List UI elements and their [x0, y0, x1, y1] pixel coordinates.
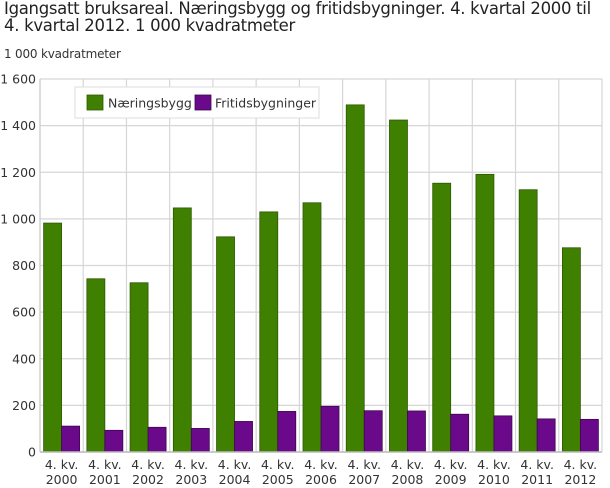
y-axis-unit-label: 1 000 kvadratmeter: [4, 47, 121, 61]
y-tick-label: 600: [12, 305, 36, 320]
x-tick-label-line-2: 2001: [89, 472, 121, 487]
chart-title-line-1: Igangsatt bruksareal. Næringsbygg og fri…: [4, 0, 591, 18]
bar-fritidsbygninger[interactable]: [579, 418, 599, 453]
x-tick-label-line-1: 4. kv.: [434, 457, 468, 472]
bar-fritidsbygninger[interactable]: [104, 429, 124, 453]
bar-naeringsbygg[interactable]: [259, 211, 279, 453]
bar-fritidsbygninger[interactable]: [407, 410, 426, 453]
y-tick-label: 400: [12, 351, 36, 366]
x-tick-label-line-1: 4. kv.: [218, 457, 252, 472]
y-axis-ticks: 0 200 400 600 800 1 000 1 200 1 400 1 600: [0, 72, 36, 460]
x-tick-label-line-1: 4. kv.: [347, 457, 381, 472]
bar-fritidsbygninger[interactable]: [493, 415, 513, 453]
y-tick-label: 1 000: [0, 211, 36, 226]
legend-swatch-fritidsbygninger: [194, 94, 212, 111]
bar-fritidsbygninger[interactable]: [450, 413, 470, 453]
bar-fritidsbygninger[interactable]: [190, 428, 210, 453]
x-tick-label-line-1: 4. kv.: [477, 457, 511, 472]
bar-naeringsbygg[interactable]: [302, 202, 322, 453]
x-tick-label-line-2: 2003: [175, 472, 207, 487]
x-tick-label-line-2: 2004: [219, 472, 251, 487]
bar-fritidsbygninger[interactable]: [61, 425, 81, 453]
x-tick-label-line-1: 4. kv.: [261, 457, 295, 472]
x-tick-label-line-1: 4. kv.: [45, 457, 79, 472]
x-tick-label-line-2: 2011: [521, 472, 553, 487]
bar-naeringsbygg[interactable]: [43, 222, 63, 453]
bar-fritidsbygninger[interactable]: [320, 405, 340, 453]
x-tick-label-line-1: 4. kv.: [88, 457, 122, 472]
x-tick-label-line-2: 2000: [46, 472, 78, 487]
y-tick-label: 1 400: [0, 118, 36, 133]
x-tick-label-line-1: 4. kv.: [304, 457, 338, 472]
bar-naeringsbygg[interactable]: [432, 182, 452, 453]
x-tick-label-line-2: 2007: [348, 472, 380, 487]
y-tick-label: 1 600: [0, 72, 36, 87]
bar-naeringsbygg[interactable]: [389, 119, 408, 453]
chart-title-line-2: 4. kvartal 2012. 1 000 kvadratmeter: [4, 16, 295, 35]
x-tick-label-line-1: 4. kv.: [564, 457, 598, 472]
bar-fritidsbygninger[interactable]: [363, 410, 383, 453]
x-tick-label-line-2: 2005: [262, 472, 294, 487]
bars: [43, 104, 599, 453]
bar-fritidsbygninger[interactable]: [147, 426, 167, 453]
x-tick-label-line-2: 2006: [305, 472, 337, 487]
bar-fritidsbygninger[interactable]: [277, 411, 297, 453]
y-tick-label: 0: [28, 445, 36, 460]
bar-naeringsbygg[interactable]: [172, 207, 192, 453]
x-tick-label-line-1: 4. kv.: [175, 457, 209, 472]
chart-title: Igangsatt bruksareal. Næringsbygg og fri…: [4, 0, 608, 34]
x-tick-label-line-2: 2002: [132, 472, 164, 487]
bar-naeringsbygg[interactable]: [129, 282, 149, 453]
axes: [39, 79, 602, 453]
y-tick-label: 200: [12, 398, 36, 413]
x-tick-label-line-1: 4. kv.: [131, 457, 165, 472]
bar-fritidsbygninger[interactable]: [234, 421, 253, 453]
y-tick-label: 1 200: [0, 165, 36, 180]
y-tick-label: 800: [12, 258, 36, 273]
x-tick-label-line-1: 4. kv.: [391, 457, 425, 472]
x-tick-label-line-2: 2009: [435, 472, 467, 487]
bar-naeringsbygg[interactable]: [475, 173, 495, 453]
bar-naeringsbygg[interactable]: [518, 189, 538, 453]
x-tick-label-line-1: 4. kv.: [520, 457, 554, 472]
legend-label-fritidsbygninger[interactable]: Fritidsbygninger: [215, 96, 317, 111]
bar-naeringsbygg[interactable]: [216, 236, 235, 453]
x-tick-label-line-2: 2012: [564, 472, 596, 487]
bar-naeringsbygg[interactable]: [561, 247, 581, 453]
bar-naeringsbygg[interactable]: [86, 278, 106, 453]
legend-label-naeringsbygg[interactable]: Næringsbygg: [108, 96, 192, 111]
x-tick-label-line-2: 2010: [478, 472, 510, 487]
bar-fritidsbygninger[interactable]: [536, 418, 556, 453]
legend-swatch-naeringsbygg: [86, 94, 104, 111]
bar-naeringsbygg[interactable]: [345, 104, 365, 453]
x-tick-label-line-2: 2008: [392, 472, 424, 487]
legend: Næringsbygg Fritidsbygninger: [74, 86, 320, 119]
